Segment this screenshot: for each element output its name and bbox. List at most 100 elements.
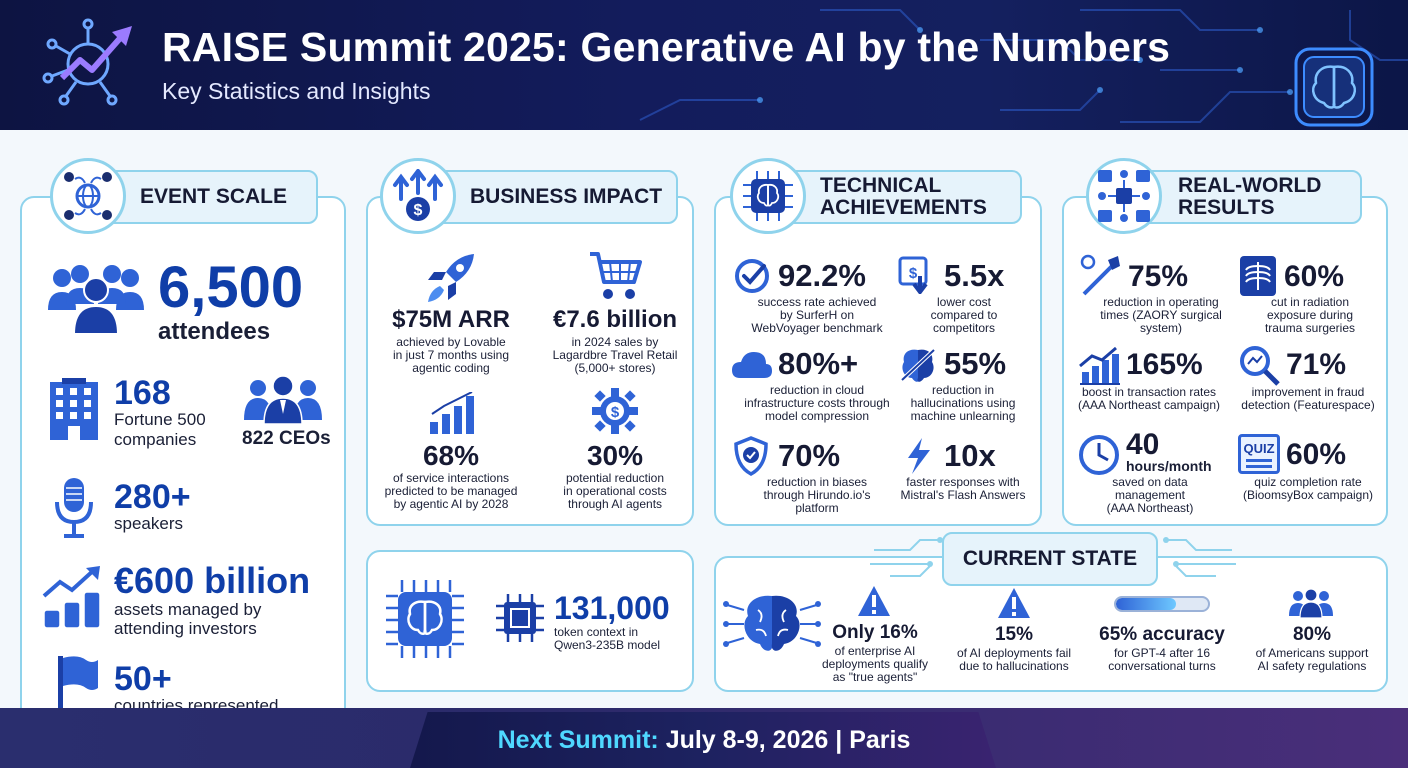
brain-chip-icon (1294, 47, 1374, 127)
caption-line: predicted to be managed (384, 484, 518, 498)
caption-line: Mistral's Flash Answers (900, 488, 1026, 502)
scalpel-icon (1080, 254, 1120, 296)
accuracy-progress-fill (1116, 598, 1176, 610)
brain-network-icon (723, 595, 821, 651)
caption-line: Qwen3-235B model (554, 638, 661, 652)
event-scale-title: EVENT SCALE (140, 185, 288, 208)
shopping-cart-icon (590, 252, 642, 299)
clock-icon (1079, 435, 1119, 475)
ta-item-5-value: 70% (778, 438, 841, 473)
ai-brain-chip-icon (386, 580, 464, 658)
next-summit-banner: Next Summit: July 8-9, 2026 | Paris (0, 726, 1408, 755)
event-scale-panel (20, 196, 346, 730)
assets-label-line1: assets managed by (114, 600, 262, 619)
ta-item-1-caption: success rate achieved by SurferH on WebV… (728, 296, 906, 335)
ta-item-3-caption: reduction in cloud infrastructure costs … (722, 384, 912, 423)
rw-item-5-unit: hours/month (1126, 458, 1212, 474)
ta-item-5-caption: reduction in biases through Hirundo.io's… (728, 476, 906, 515)
rw-item-1-caption: reduction in operating times (ZAORY surg… (1076, 296, 1246, 335)
bi-item-2-value: €7.6 billion (552, 306, 678, 333)
ceos-label: 822 CEOs (242, 428, 331, 449)
next-summit-date: July 8-9, 2026 (665, 726, 829, 754)
bi-item-4-caption: potential reduction in operational costs… (540, 472, 690, 511)
caption-line: deployments qualify (821, 657, 929, 671)
warning-icon (998, 588, 1030, 618)
quiz-icon: QUIZ (1238, 434, 1280, 474)
countries-value: 50+ (114, 660, 172, 698)
caption-line: by agentic AI by 2028 (393, 497, 509, 511)
real-world-title-line2: RESULTS (1178, 196, 1275, 219)
ta-item-4-value: 55% (944, 346, 1007, 381)
ta-item-6-value: 10x (944, 438, 996, 473)
caption-line: trauma surgeries (1264, 321, 1356, 335)
speakers-label: speakers (114, 514, 183, 533)
speakers-value: 280+ (114, 478, 191, 516)
technical-title-line2: ACHIEVEMENTS (820, 196, 987, 219)
caption-line: (AAA Northeast campaign) (1077, 398, 1221, 412)
bi-item-4-value: 30% (586, 440, 644, 471)
header-banner: RAISE Summit 2025: Generative AI by the … (0, 0, 1408, 130)
ta-item-2-value: 5.5x (944, 258, 1005, 293)
office-building-icon (50, 378, 98, 440)
bi-item-2-caption: in 2024 sales by Lagardbre Travel Retail… (540, 336, 690, 375)
shield-check-icon (734, 436, 768, 476)
executives-icon (244, 375, 322, 424)
warning-icon (858, 586, 890, 616)
caption-line: agentic coding (412, 361, 490, 375)
ta-item-6-caption: faster responses with Mistral's Flash An… (884, 476, 1042, 502)
caption-line: cut in radiation (1270, 295, 1350, 309)
caption-line: achieved by Lovable (396, 335, 506, 349)
token-value: 131,000 (554, 590, 670, 626)
bi-item-1-value: $75M ARR (392, 306, 510, 333)
caption-line: for GPT-4 after 16 (1113, 646, 1211, 660)
caption-line: machine unlearning (910, 409, 1016, 423)
quiz-icon-text: QUIZ (1243, 441, 1275, 456)
crowd-icon (48, 265, 144, 335)
rw-item-2-value: 60% (1284, 260, 1345, 293)
real-world-title-line1: REAL-WORLD (1178, 174, 1322, 197)
footer-strip (410, 712, 996, 768)
business-impact-title: BUSINESS IMPACT (470, 185, 663, 208)
rw-item-5-value: 40 (1126, 428, 1160, 461)
coins-growth-icon (42, 566, 101, 629)
caption-line: reduction in cloud (769, 383, 865, 397)
money-growth-icon: $ (380, 158, 456, 234)
svg-text:$: $ (909, 265, 918, 282)
caption-line: infrastructure costs through (744, 396, 890, 410)
caption-line: boost in transaction rates (1081, 385, 1217, 399)
microphone-icon (55, 478, 93, 538)
ta-item-4-caption: reduction in hallucinations using machin… (900, 384, 1026, 423)
processor-chip-icon (496, 594, 544, 642)
rw-item-4-value: 71% (1286, 348, 1347, 381)
caption-line: of Americans support (1255, 646, 1369, 660)
caption-line: management (1114, 488, 1186, 502)
accuracy-progress-bar (1114, 596, 1210, 612)
next-summit-label: Next Summit: (497, 726, 659, 754)
cloud-icon (732, 352, 772, 378)
next-summit-separator: | (835, 726, 843, 754)
brain-crossed-icon (900, 348, 936, 382)
cs-item-2-value: 15% (994, 624, 1034, 645)
ta-item-2-caption: lower cost compared to competitors (904, 296, 1024, 335)
caption-line: saved on data (1112, 475, 1188, 489)
cs-item-4-value: 80% (1292, 624, 1332, 645)
assets-value: €600 billion (114, 560, 311, 601)
current-state-header: CURRENT STATE (942, 532, 1158, 586)
caption-line: success rate achieved (757, 295, 877, 309)
caption-line: WebVoyager benchmark (751, 321, 883, 335)
rw-item-6-value: 60% (1286, 438, 1347, 471)
page-title: RAISE Summit 2025: Generative AI by the … (162, 24, 1171, 70)
svg-text:$: $ (414, 202, 423, 219)
attendees-value: 6,500 (158, 255, 304, 320)
caption-line: exposure during (1266, 308, 1354, 322)
caption-line: detection (Featurespace) (1241, 398, 1375, 412)
cs-item-1-value: Only 16% (832, 622, 918, 643)
next-summit-city: Paris (849, 726, 911, 754)
caption-line: of service interactions (392, 471, 510, 485)
cost-down-icon: $ (898, 256, 928, 294)
caption-line: AI safety regulations (1257, 659, 1367, 673)
magnifier-icon (1240, 346, 1280, 386)
current-state-title: CURRENT STATE (962, 547, 1138, 570)
brain-chip-icon (730, 158, 806, 234)
attendees-label: attendees (158, 318, 271, 345)
